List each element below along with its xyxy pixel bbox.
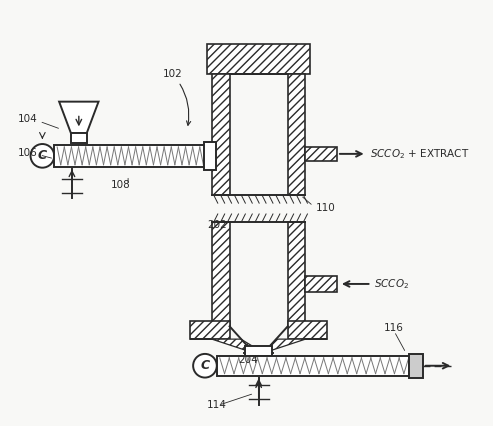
Text: 114: 114 bbox=[207, 400, 227, 410]
Bar bbox=[409, 354, 423, 377]
Text: C: C bbox=[200, 359, 210, 372]
Circle shape bbox=[31, 144, 54, 168]
Text: 116: 116 bbox=[385, 323, 404, 333]
Text: $SCCO_2$: $SCCO_2$ bbox=[375, 277, 410, 291]
Bar bbox=[288, 74, 306, 195]
Text: $SCCO_2$ + EXTRACT: $SCCO_2$ + EXTRACT bbox=[370, 147, 469, 161]
Bar bbox=[245, 346, 273, 356]
Bar bbox=[190, 321, 230, 339]
Text: 110: 110 bbox=[316, 203, 335, 213]
Text: 104: 104 bbox=[18, 115, 37, 124]
Polygon shape bbox=[264, 339, 327, 353]
Bar bbox=[288, 222, 306, 326]
Bar bbox=[71, 133, 87, 143]
Text: C: C bbox=[38, 150, 47, 162]
Text: 204: 204 bbox=[239, 355, 258, 365]
Bar bbox=[212, 222, 230, 326]
Bar bbox=[217, 356, 409, 376]
Bar bbox=[212, 74, 230, 195]
Bar bbox=[204, 142, 216, 170]
Text: 106: 106 bbox=[18, 148, 37, 158]
Text: 108: 108 bbox=[110, 180, 130, 190]
Bar bbox=[288, 321, 327, 339]
Circle shape bbox=[193, 354, 217, 377]
Bar bbox=[54, 145, 212, 167]
Polygon shape bbox=[59, 102, 99, 133]
Bar bbox=[306, 276, 337, 292]
Bar bbox=[306, 147, 337, 161]
Polygon shape bbox=[190, 339, 264, 353]
Bar bbox=[207, 44, 311, 74]
Text: 102: 102 bbox=[163, 69, 191, 125]
Text: 202: 202 bbox=[207, 220, 227, 230]
